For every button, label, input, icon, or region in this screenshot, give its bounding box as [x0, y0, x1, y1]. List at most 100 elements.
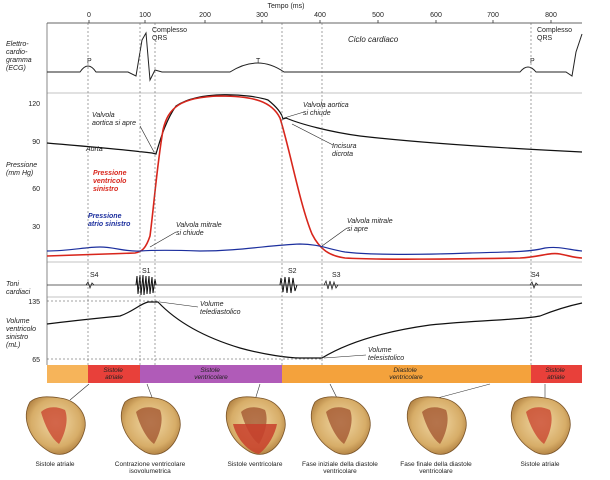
- ventricular-volume-curve: [46, 301, 583, 359]
- aortic-open-line-2: aortica si apre: [92, 120, 136, 127]
- heart-caption: isovolumetrica: [129, 468, 171, 475]
- time-tick-label: 400: [314, 12, 326, 19]
- qrs-right-line-2: QRS: [537, 35, 553, 42]
- aortic-close-line-2: si chiude: [303, 110, 331, 117]
- mitral-open-line-2: si apre: [347, 226, 368, 233]
- edv-line-1: Volume: [200, 301, 224, 308]
- mitral-open-line-1: Valvola mitrale: [347, 218, 393, 225]
- dicrotic-pointer: [291, 123, 334, 146]
- heart-chamber: [422, 407, 448, 444]
- atrium-label-line-2: atrio sinistro: [88, 221, 131, 228]
- heart-chamber: [41, 407, 67, 444]
- heart-sounds-panel: Toni cardiaci S4 S1 S2 S3 S4: [6, 262, 582, 298]
- time-tick-label: 100: [139, 12, 151, 19]
- dicrotic-line-2: dicrota: [332, 151, 353, 158]
- heart-ventricle-contracting: [233, 424, 277, 454]
- phase-2-line-2: ventricolare: [389, 374, 423, 381]
- mitral-close-pointer: [149, 231, 177, 248]
- aortic-valve-opens-label: Valvola aortica si apre: [92, 112, 136, 127]
- phase-1-line-2: ventricolare: [194, 374, 228, 381]
- phase-0-line-2: atriale: [105, 374, 123, 381]
- mitral-close-line-1: Valvola mitrale: [176, 222, 222, 229]
- heart-illustration-3: Sistole ventricolare: [226, 396, 286, 468]
- phase-band: Sistole atriale Sistole ventricolare Dia…: [47, 365, 582, 383]
- time-tick-label: 500: [372, 12, 384, 19]
- phase-1-label: Sistole ventricolare: [194, 367, 228, 381]
- heart-caption: Fase iniziale della diastole: [302, 461, 378, 468]
- esv-line-1: Volume: [368, 347, 392, 354]
- time-axis: Tempo (ms) 0 100 200 300 400 500 600 700 800: [47, 3, 582, 24]
- mitral-opens-label: Valvola mitrale si apre: [347, 218, 395, 233]
- heart-caption: ventricolare: [419, 468, 453, 475]
- pressure-axis-label: Pressione (mm Hg): [6, 162, 39, 177]
- heart-illustrations: Sistole atriale Contrazione ventricolarei…: [26, 396, 571, 475]
- volume-axis-label: Volume ventricolo sinistro (mL): [6, 318, 38, 349]
- esv-label: Volume telesistolico: [368, 347, 404, 362]
- phase-3-label: Sistole atriale: [545, 367, 566, 381]
- heart-chamber: [136, 407, 162, 444]
- s4-wave: [85, 281, 95, 290]
- edv-pointer: [159, 301, 199, 308]
- pressure-axis-line-2: (mm Hg): [6, 170, 33, 177]
- volume-axis-line-3: sinistro: [6, 334, 28, 341]
- heart-chamber: [526, 407, 552, 444]
- esv-pointer: [323, 354, 367, 359]
- s3-wave: [323, 279, 339, 291]
- ecg-label-line-1: Elettro-: [6, 41, 29, 48]
- ventricle-pressure-label: Pressione ventricolo sinistro: [93, 170, 128, 193]
- time-ticks: 0 100 200 300 400 500 600 700 800: [87, 12, 557, 23]
- phase-1-line-1: Sistole: [200, 367, 220, 374]
- ecg-label: Elettro- cardio- gramma (ECG): [6, 41, 34, 72]
- aortic-open-line-1: Valvola: [92, 112, 115, 119]
- s1-label: S1: [142, 268, 151, 275]
- atrium-label-line-1: Pressione: [88, 213, 122, 220]
- mitral-close-line-2: si chiude: [176, 230, 204, 237]
- volume-axis-line-4: (mL): [6, 342, 20, 349]
- volume-tick-135: 135: [28, 299, 40, 306]
- heart-caption: Contrazione ventricolare: [115, 461, 186, 468]
- aorta-pressure-curve: [46, 94, 583, 155]
- time-tick-label: 800: [545, 12, 557, 19]
- ventricle-label-line-3: sinistro: [93, 186, 119, 193]
- time-tick-label: 600: [430, 12, 442, 19]
- ecg-t-label: T: [256, 58, 261, 65]
- time-tick-label: 200: [199, 12, 211, 19]
- mitral-closes-label: Valvola mitrale si chiude: [176, 222, 224, 237]
- s4-label: S4: [90, 272, 99, 279]
- qrs-left-line-1: Complesso: [152, 27, 187, 34]
- ecg-label-line-4: (ECG): [6, 65, 26, 72]
- time-tick-label: 700: [487, 12, 499, 19]
- ecg-trace: [47, 31, 583, 82]
- pressure-tick-90: 90: [32, 139, 40, 146]
- volume-axis-line-2: ventricolo: [6, 326, 36, 333]
- s4b-label: S4: [531, 272, 540, 279]
- pressure-tick-120: 120: [28, 101, 40, 108]
- ecg-qrs-left-label: Complesso QRS: [152, 27, 189, 42]
- pressure-tick-30: 30: [32, 224, 40, 231]
- qrs-left-line-2: QRS: [152, 35, 168, 42]
- ecg-qrs-right-label: Complesso QRS: [537, 27, 574, 42]
- ecg-label-line-2: cardio-: [6, 49, 28, 56]
- cycle-label: Ciclo cardiaco: [348, 35, 399, 44]
- aortic-valve-closes-label: Valvola aortica si chiude: [303, 102, 351, 117]
- aortic-open-pointer: [139, 125, 155, 153]
- s2-label: S2: [288, 268, 297, 275]
- heart-illustration-6: Sistole atriale: [511, 396, 571, 468]
- sounds-label-line-1: Toni: [6, 281, 19, 288]
- ecg-p-label: P: [87, 58, 92, 65]
- time-tick-label: 300: [256, 12, 268, 19]
- ventricle-label-line-1: Pressione: [93, 170, 127, 177]
- pressure-tick-60: 60: [32, 186, 40, 193]
- phase-ventricular-systole: [140, 365, 282, 383]
- heart-caption: Sistole ventricolare: [228, 461, 283, 468]
- phase-0-label: Sistole atriale: [103, 367, 124, 381]
- heart-caption: Fase finale della diastole: [400, 461, 472, 468]
- heart-caption: Sistole atriale: [520, 461, 559, 468]
- heart-caption: ventricolare: [323, 468, 357, 475]
- esv-line-2: telesistolico: [368, 355, 404, 362]
- time-tick-label: 0: [87, 12, 91, 19]
- heart-illustration-1: Sistole atriale: [26, 396, 86, 468]
- ecg-label-line-3: gramma: [6, 57, 32, 64]
